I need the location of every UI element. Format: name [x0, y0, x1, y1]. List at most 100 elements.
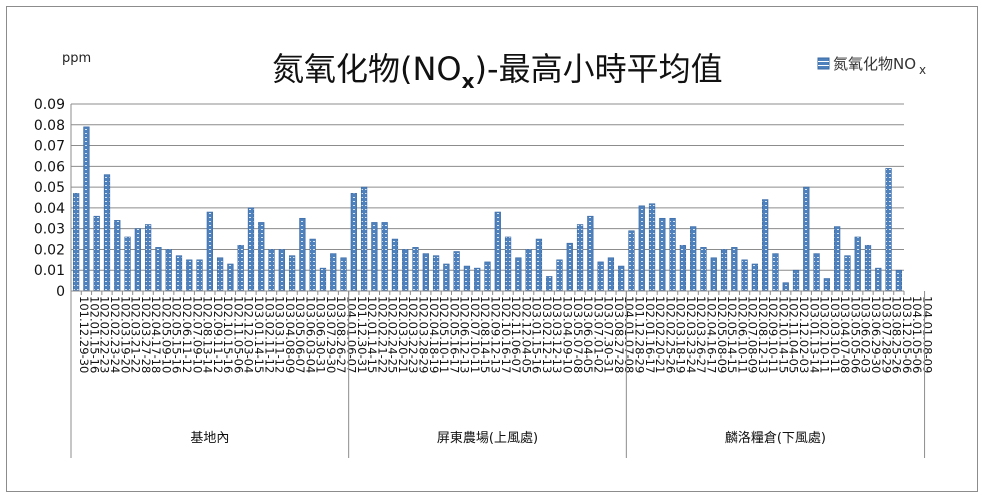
- bar: [443, 263, 450, 292]
- bar: [299, 217, 306, 292]
- chart-title-subscript: x: [462, 69, 475, 93]
- chart-title: 氮氧化物(NOx)-最高小時平均值: [272, 50, 723, 93]
- x-tick-label: 102.07.08-09: [746, 296, 760, 373]
- bar: [494, 211, 501, 292]
- bar: [659, 217, 666, 292]
- x-tick-label: 103.04.09-10: [560, 296, 574, 373]
- x-tick-label: 102.04.16-17: [704, 296, 718, 373]
- bar: [515, 257, 522, 292]
- x-tick-label: 102.05.08-09: [715, 296, 729, 373]
- x-tick-label: 101.12.29-30: [77, 296, 91, 373]
- x-tick-label: 102.05.14-15: [725, 296, 739, 373]
- bar: [145, 224, 152, 292]
- x-tick-label: 103.07.29-30: [324, 296, 338, 373]
- x-tick-label: 102.04.17-18: [149, 296, 163, 373]
- x-tick-label: 103.06.04-05: [581, 296, 595, 373]
- x-tick-label: 103.04.08-09: [283, 296, 297, 373]
- group-label: 基地內: [190, 431, 229, 446]
- bar: [237, 244, 244, 292]
- bar: [412, 247, 419, 292]
- bar: [360, 186, 368, 292]
- x-tick-label: 102.09.12-13: [489, 296, 503, 373]
- x-tick-label: 102.08.13-14: [201, 296, 215, 373]
- bar: [803, 186, 810, 292]
- y-tick-label: 0.05: [34, 180, 65, 196]
- x-tick-label: 104.01.06-07: [345, 296, 359, 373]
- bar: [782, 282, 789, 292]
- bar: [340, 257, 347, 292]
- bar: [463, 265, 471, 292]
- y-tick-labels: 0 0.01 0.02 0.03 0.04 0.05 0.06 0.07 0.08 0.09: [34, 97, 65, 300]
- x-tick-label: 102.01.15-16: [87, 296, 101, 373]
- x-tick-label: 102.03.26-27: [694, 296, 708, 373]
- bar: [474, 267, 481, 292]
- bar: [422, 253, 429, 292]
- x-tick-label: 103.08.26-27: [334, 296, 348, 373]
- bar: [114, 220, 121, 292]
- bar: [844, 255, 851, 292]
- x-tick-label: 102.04.18-19: [427, 296, 441, 373]
- bar: [669, 217, 676, 292]
- y-tick-label: 0.06: [34, 159, 65, 175]
- bar: [83, 126, 90, 292]
- x-tick-label: 101.12.30-31: [355, 296, 369, 373]
- bar: [648, 203, 656, 292]
- bar: [741, 259, 748, 292]
- bar: [700, 247, 707, 292]
- bar: [587, 215, 594, 292]
- bar: [196, 259, 203, 292]
- x-tick-label: 102.03.19-20: [118, 296, 132, 373]
- x-tick-label: 102.12.04-05: [519, 296, 533, 373]
- bar: [278, 249, 285, 292]
- bar: [535, 238, 543, 292]
- group-label: 麟洛糧倉(下風處): [725, 430, 826, 446]
- x-tick-label: 102.11.06-07: [509, 296, 523, 373]
- x-tick-label: 102.05.09-10: [159, 296, 173, 373]
- x-tick-label: 102.01.16-17: [643, 296, 657, 373]
- bar: [834, 226, 841, 292]
- bar: [751, 263, 759, 292]
- bar: [762, 199, 769, 292]
- bar: [268, 249, 275, 292]
- x-tick-label: 102.06.10-11: [735, 296, 749, 373]
- bar: [206, 211, 213, 292]
- x-tick-label: 103.07.30-31: [602, 296, 616, 373]
- x-tick-label: 103.05.07-08: [571, 296, 585, 373]
- legend-swatch: [817, 57, 830, 70]
- group-labels: 基地內 屏東農場(上風處) 麟洛糧倉(下風處): [70, 291, 926, 458]
- x-tick-label: 102.03.23-24: [684, 296, 698, 373]
- bar: [792, 269, 800, 292]
- x-tick-label: 102.07.09-10: [190, 296, 204, 373]
- bar: [638, 205, 645, 292]
- x-tick-label: 102.02.23-24: [108, 296, 122, 373]
- x-tick-label: 102.03.28-29: [417, 296, 431, 373]
- x-tick-label: 103.03.12-13: [550, 296, 564, 373]
- x-tick-label: 103.06.30-31: [314, 296, 328, 373]
- y-tick-label: 0.02: [34, 242, 65, 258]
- x-tick-label: 102.06.11-12: [180, 296, 194, 373]
- x-tick-label: 103.07.01-02: [591, 296, 605, 373]
- x-tick-label: 104.01.08-09: [920, 296, 934, 373]
- x-tick-label: 103.05.05-06: [848, 296, 862, 373]
- y-tick-label: 0.04: [34, 201, 65, 217]
- bar: [895, 269, 902, 292]
- x-tick-label: 102.01.14-15: [365, 296, 379, 373]
- y-tick-label: 0: [56, 284, 65, 300]
- x-tick-label: 102.06.12-13: [458, 296, 472, 373]
- x-tick-label: 103.02.11-12: [262, 296, 276, 373]
- bar: [402, 249, 409, 292]
- bar: [484, 261, 491, 292]
- bar: [864, 244, 872, 292]
- y-tick-label: 0.07: [34, 139, 65, 155]
- bar: [258, 222, 265, 292]
- bar: [597, 261, 604, 292]
- bar: [854, 236, 861, 292]
- x-tick-label: 102.02.25-26: [663, 296, 677, 373]
- bar: [155, 247, 162, 292]
- x-tick-label: 103.02.10-11: [818, 296, 832, 373]
- x-tick-label: 102.12.03-04: [242, 296, 256, 373]
- bar: [381, 222, 388, 292]
- bar: [330, 253, 337, 292]
- x-tick-label: 103.06.29-30: [869, 296, 883, 373]
- x-tick-label: 101.12.28-29: [632, 296, 646, 373]
